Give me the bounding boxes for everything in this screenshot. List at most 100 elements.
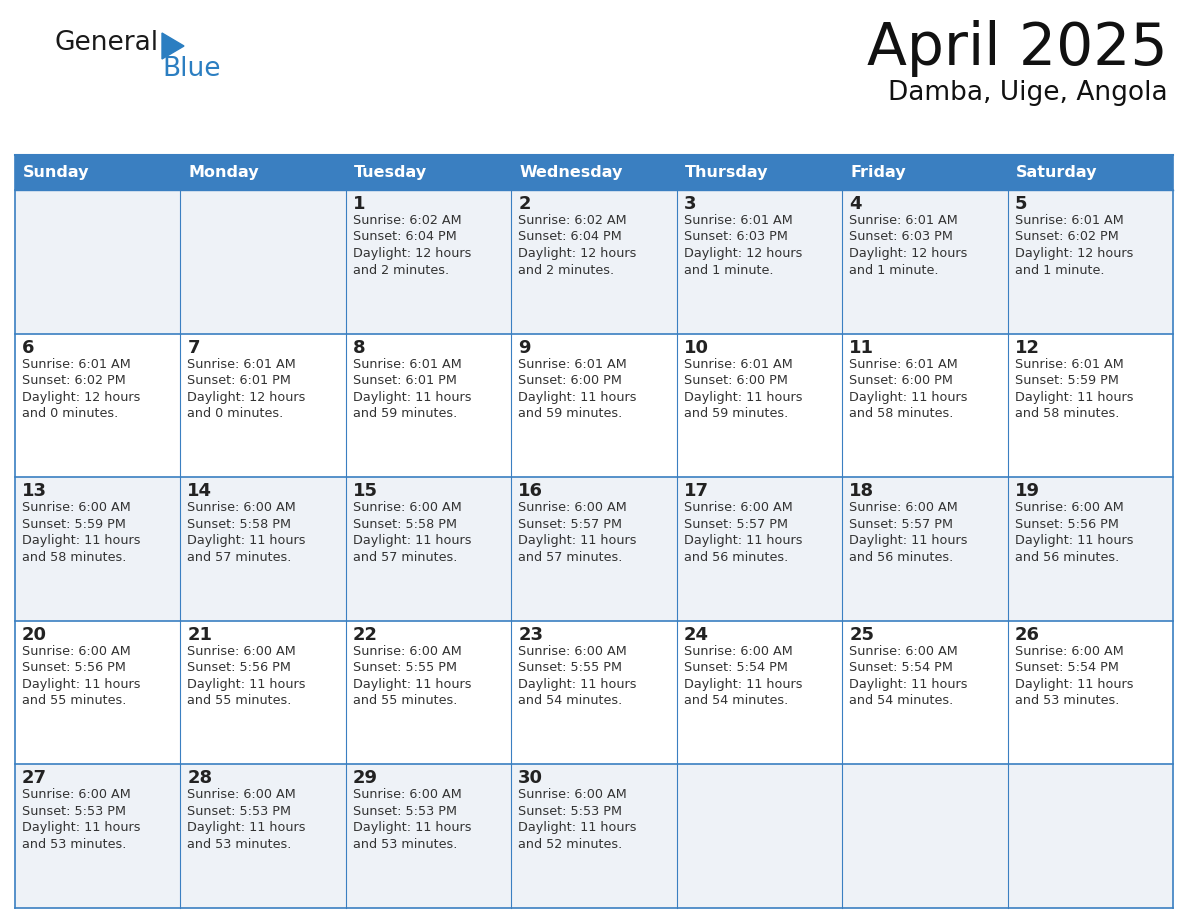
Text: 18: 18 [849,482,874,500]
Text: and 56 minutes.: and 56 minutes. [684,551,788,564]
Text: and 57 minutes.: and 57 minutes. [518,551,623,564]
Text: and 58 minutes.: and 58 minutes. [1015,407,1119,420]
Text: Daylight: 11 hours: Daylight: 11 hours [1015,534,1133,547]
Text: and 58 minutes.: and 58 minutes. [23,551,126,564]
Text: and 59 minutes.: and 59 minutes. [518,407,623,420]
Bar [15,155,181,190]
Bar [15,477,1173,621]
Text: Daylight: 11 hours: Daylight: 11 hours [518,677,637,691]
Text: Daylight: 11 hours: Daylight: 11 hours [353,534,472,547]
Text: Friday: Friday [851,165,905,180]
Text: Sunset: 5:56 PM: Sunset: 5:56 PM [23,661,126,675]
Text: Daylight: 12 hours: Daylight: 12 hours [518,247,637,260]
Text: 8: 8 [353,339,366,356]
Text: Daylight: 11 hours: Daylight: 11 hours [23,677,140,691]
Text: and 53 minutes.: and 53 minutes. [353,838,457,851]
Text: Daylight: 12 hours: Daylight: 12 hours [188,390,305,404]
Text: Daylight: 12 hours: Daylight: 12 hours [684,247,802,260]
Bar [15,765,1173,908]
Text: 13: 13 [23,482,48,500]
Text: Thursday: Thursday [684,165,769,180]
Text: Daylight: 11 hours: Daylight: 11 hours [849,677,968,691]
Text: and 1 minute.: and 1 minute. [684,263,773,276]
Text: Monday: Monday [189,165,259,180]
Text: Wednesday: Wednesday [519,165,623,180]
Text: Sunrise: 6:01 AM: Sunrise: 6:01 AM [684,358,792,371]
Text: and 56 minutes.: and 56 minutes. [1015,551,1119,564]
Text: Sunset: 5:53 PM: Sunset: 5:53 PM [188,805,291,818]
Bar [842,155,1007,190]
Text: Sunrise: 6:01 AM: Sunrise: 6:01 AM [1015,214,1124,227]
Text: 23: 23 [518,626,543,644]
Text: Sunrise: 6:01 AM: Sunrise: 6:01 AM [849,358,958,371]
Text: 24: 24 [684,626,709,644]
Text: Sunset: 5:57 PM: Sunset: 5:57 PM [684,518,788,531]
Text: Blue: Blue [162,56,221,82]
Text: Sunrise: 6:00 AM: Sunrise: 6:00 AM [684,501,792,514]
Text: and 57 minutes.: and 57 minutes. [353,551,457,564]
Text: Sunset: 6:02 PM: Sunset: 6:02 PM [1015,230,1118,243]
Text: 20: 20 [23,626,48,644]
Text: and 53 minutes.: and 53 minutes. [188,838,292,851]
Text: and 59 minutes.: and 59 minutes. [684,407,788,420]
Text: and 59 minutes.: and 59 minutes. [353,407,457,420]
Bar [1007,155,1173,190]
Text: Sunset: 5:55 PM: Sunset: 5:55 PM [518,661,623,675]
Text: Sunrise: 6:01 AM: Sunrise: 6:01 AM [1015,358,1124,371]
Text: Sunrise: 6:00 AM: Sunrise: 6:00 AM [23,644,131,658]
Bar [15,621,1173,765]
Text: Sunset: 5:53 PM: Sunset: 5:53 PM [518,805,623,818]
Text: Sunrise: 6:00 AM: Sunrise: 6:00 AM [353,501,462,514]
Text: 25: 25 [849,626,874,644]
Text: and 53 minutes.: and 53 minutes. [23,838,126,851]
Text: 29: 29 [353,769,378,788]
Text: and 54 minutes.: and 54 minutes. [849,694,954,707]
Text: and 55 minutes.: and 55 minutes. [188,694,292,707]
Bar [677,155,842,190]
Text: Sunrise: 6:00 AM: Sunrise: 6:00 AM [23,501,131,514]
Text: Sunset: 5:59 PM: Sunset: 5:59 PM [23,518,126,531]
Text: Sunrise: 6:00 AM: Sunrise: 6:00 AM [188,789,296,801]
Text: Sunrise: 6:00 AM: Sunrise: 6:00 AM [188,644,296,658]
Text: Sunrise: 6:00 AM: Sunrise: 6:00 AM [1015,501,1124,514]
Text: and 0 minutes.: and 0 minutes. [188,407,284,420]
Text: Sunset: 5:59 PM: Sunset: 5:59 PM [1015,375,1118,387]
Text: Sunrise: 6:00 AM: Sunrise: 6:00 AM [684,644,792,658]
Text: Sunrise: 6:00 AM: Sunrise: 6:00 AM [353,789,462,801]
Bar [181,155,346,190]
Text: Daylight: 11 hours: Daylight: 11 hours [188,677,307,691]
Text: Daylight: 11 hours: Daylight: 11 hours [23,534,140,547]
Text: Sunset: 6:03 PM: Sunset: 6:03 PM [684,230,788,243]
Text: Sunset: 6:00 PM: Sunset: 6:00 PM [518,375,623,387]
Text: Sunrise: 6:01 AM: Sunrise: 6:01 AM [684,214,792,227]
Text: Sunrise: 6:01 AM: Sunrise: 6:01 AM [849,214,958,227]
Text: Sunrise: 6:00 AM: Sunrise: 6:00 AM [1015,644,1124,658]
Text: Daylight: 11 hours: Daylight: 11 hours [353,677,472,691]
Text: 16: 16 [518,482,543,500]
Text: Sunday: Sunday [23,165,89,180]
Text: Sunset: 6:04 PM: Sunset: 6:04 PM [518,230,623,243]
Text: Daylight: 12 hours: Daylight: 12 hours [23,390,140,404]
Text: Sunrise: 6:02 AM: Sunrise: 6:02 AM [353,214,461,227]
Text: Sunset: 5:57 PM: Sunset: 5:57 PM [849,518,953,531]
Text: Sunset: 5:57 PM: Sunset: 5:57 PM [518,518,623,531]
Text: Daylight: 11 hours: Daylight: 11 hours [849,534,968,547]
Text: 28: 28 [188,769,213,788]
Text: 2: 2 [518,195,531,213]
Text: Daylight: 11 hours: Daylight: 11 hours [188,822,307,834]
Text: 21: 21 [188,626,213,644]
Text: Sunset: 5:54 PM: Sunset: 5:54 PM [1015,661,1118,675]
Text: Daylight: 11 hours: Daylight: 11 hours [518,534,637,547]
Text: Sunrise: 6:00 AM: Sunrise: 6:00 AM [849,501,958,514]
Text: Sunrise: 6:00 AM: Sunrise: 6:00 AM [518,501,627,514]
Text: Sunrise: 6:00 AM: Sunrise: 6:00 AM [353,644,462,658]
Text: Sunset: 5:56 PM: Sunset: 5:56 PM [1015,518,1118,531]
Text: 17: 17 [684,482,709,500]
Bar [15,333,1173,477]
Text: Daylight: 11 hours: Daylight: 11 hours [684,390,802,404]
Text: 19: 19 [1015,482,1040,500]
Text: Damba, Uige, Angola: Damba, Uige, Angola [889,80,1168,106]
Text: and 55 minutes.: and 55 minutes. [23,694,126,707]
Text: April 2025: April 2025 [867,20,1168,77]
Text: and 55 minutes.: and 55 minutes. [353,694,457,707]
